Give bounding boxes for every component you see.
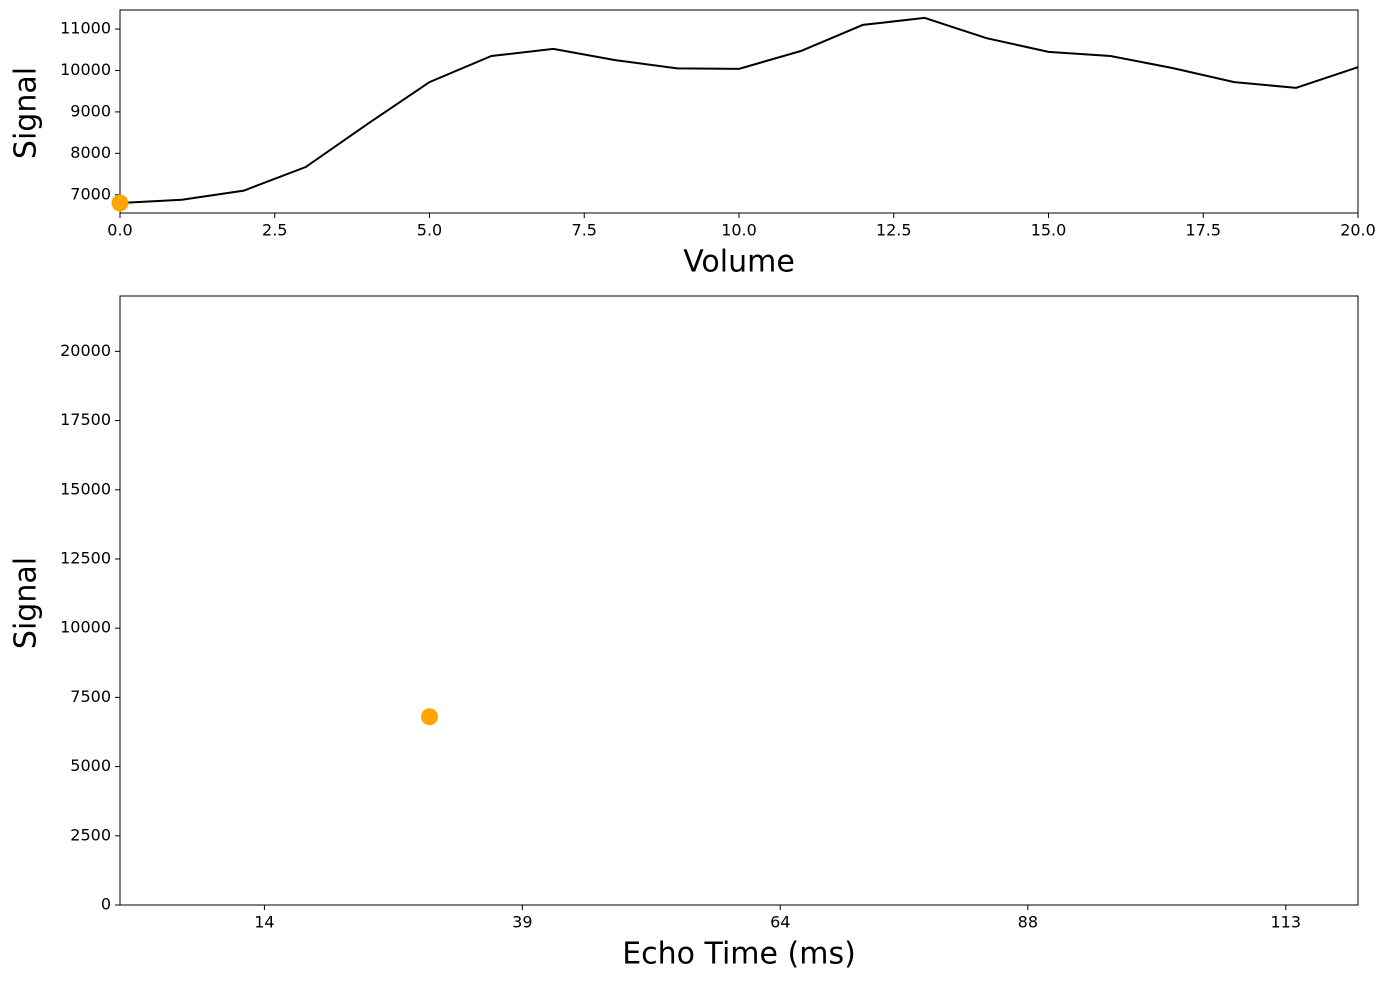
y-tick-label: 17500 — [60, 410, 111, 429]
x-tick-label: 12.5 — [876, 221, 912, 240]
y-tick-label: 0 — [101, 895, 111, 914]
x-tick-label: 39 — [512, 913, 532, 932]
y-tick-label: 10000 — [60, 60, 111, 79]
x-tick-label: 15.0 — [1031, 221, 1067, 240]
y-tick-label: 5000 — [70, 756, 111, 775]
y-tick-label: 15000 — [60, 479, 111, 498]
x-tick-label: 2.5 — [262, 221, 287, 240]
y-tick-label: 8000 — [70, 143, 111, 162]
x-axis-label: Volume — [683, 245, 795, 280]
y-tick-label: 7500 — [70, 687, 111, 706]
x-tick-label: 0.0 — [107, 221, 132, 240]
y-tick-label: 12500 — [60, 548, 111, 567]
y-axis-label: Signal — [9, 557, 44, 649]
x-tick-label: 7.5 — [572, 221, 597, 240]
x-tick-label: 113 — [1271, 913, 1302, 932]
y-tick-label: 2500 — [70, 825, 111, 844]
x-tick-label: 88 — [1018, 913, 1038, 932]
x-tick-label: 20.0 — [1340, 221, 1376, 240]
x-axis-label: Echo Time (ms) — [622, 937, 856, 972]
y-tick-label: 9000 — [70, 101, 111, 120]
y-tick-label: 7000 — [70, 184, 111, 203]
y-tick-label: 10000 — [60, 618, 111, 637]
x-tick-label: 64 — [770, 913, 790, 932]
point — [111, 194, 129, 212]
x-tick-label: 5.0 — [417, 221, 442, 240]
plot-frame — [119, 9, 1359, 214]
x-tick-label: 17.5 — [1185, 221, 1221, 240]
x-tick-label: 10.0 — [721, 221, 757, 240]
y-axis-label: Signal — [9, 67, 44, 159]
x-tick-label: 14 — [254, 913, 274, 932]
y-tick-label: 11000 — [60, 19, 111, 38]
line — [119, 16, 1359, 205]
y-tick-label: 20000 — [60, 341, 111, 360]
plot-frame — [119, 295, 1359, 906]
point — [421, 708, 438, 726]
